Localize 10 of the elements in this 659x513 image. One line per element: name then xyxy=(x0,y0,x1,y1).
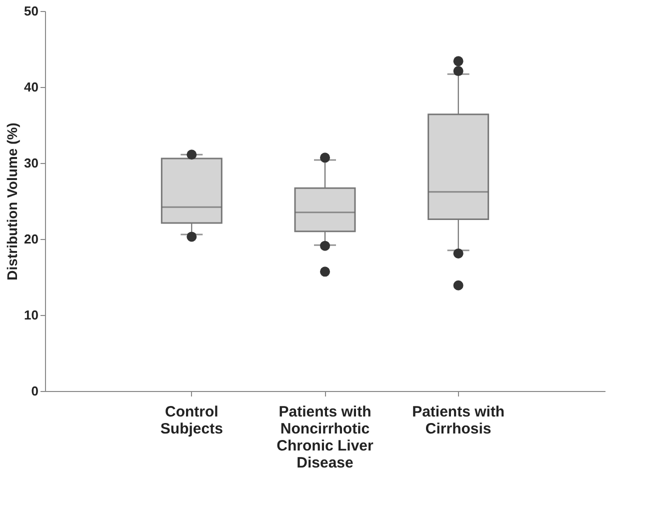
y-tick-label: 0 xyxy=(31,384,38,398)
y-tick-label: 40 xyxy=(24,80,38,94)
y-tick-label: 20 xyxy=(24,232,38,246)
y-tick-label: 50 xyxy=(24,4,38,18)
y-tick-label: 30 xyxy=(24,156,38,170)
x-tick-label: Patients with Noncirrhotic Chronic Liver Disease xyxy=(276,404,374,472)
x-tick-label: Control Subjects xyxy=(160,404,223,438)
x-tick-label: Patients with Cirrhosis xyxy=(412,404,505,438)
y-axis-title: Distribution Volume (%) xyxy=(4,122,20,280)
y-tick-label: 10 xyxy=(24,308,38,322)
